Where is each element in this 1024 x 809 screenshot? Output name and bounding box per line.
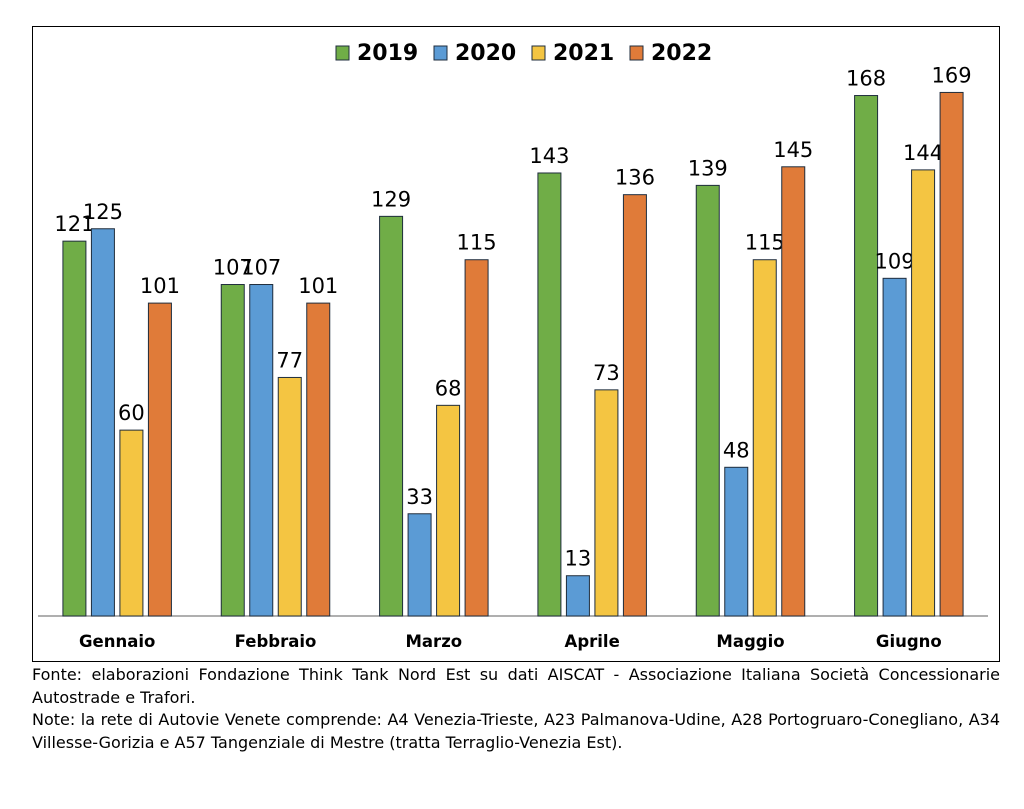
data-label-2019-marzo: 129 <box>371 187 411 211</box>
legend-label-2022: 2022 <box>651 41 712 66</box>
bar-2022-gennaio <box>147 302 172 617</box>
source-note: Fonte: elaborazioni Fondazione Think Tan… <box>32 665 1000 707</box>
bar-2019-aprile <box>537 172 562 617</box>
legend-label-2020: 2020 <box>455 41 516 66</box>
data-label-2021-gennaio: 60 <box>118 401 145 425</box>
bar-2019-gennaio <box>62 240 87 617</box>
network-note: Note: la rete di Autovie Venete comprend… <box>32 710 1000 752</box>
legend-swatch-2019 <box>335 45 350 61</box>
bar-2020-marzo <box>407 513 432 617</box>
bar-2022-maggio <box>781 166 806 617</box>
data-label-2020-aprile: 13 <box>565 547 592 571</box>
legend-label-2021: 2021 <box>553 41 614 66</box>
data-label-2020-maggio: 48 <box>723 438 750 462</box>
bar-2020-giugno <box>882 277 907 617</box>
data-label-2022-febbraio: 101 <box>298 274 338 298</box>
data-label-2021-febbraio: 77 <box>276 348 303 372</box>
data-label-2022-maggio: 145 <box>773 138 813 162</box>
bar-2021-febbraio <box>277 376 302 617</box>
data-label-2019-gennaio: 121 <box>54 212 94 236</box>
legend-swatch-2021 <box>531 45 546 61</box>
data-label-2022-gennaio: 101 <box>140 274 180 298</box>
chart-frame <box>32 26 1000 662</box>
data-label-2020-febbraio: 107 <box>241 256 281 280</box>
data-label-2020-giugno: 109 <box>875 249 915 273</box>
data-label-2019-maggio: 139 <box>688 156 728 180</box>
category-label-gennaio: Gennaio <box>79 632 155 651</box>
data-label-2020-marzo: 33 <box>406 485 433 509</box>
bar-2021-aprile <box>594 389 619 617</box>
bar-2021-giugno <box>911 169 936 617</box>
data-label-2021-maggio: 115 <box>745 231 785 255</box>
legend-label-2019: 2019 <box>357 41 418 66</box>
category-label-marzo: Marzo <box>406 632 463 651</box>
category-label-aprile: Aprile <box>565 632 620 651</box>
bar-2020-aprile <box>565 575 590 617</box>
data-label-2022-marzo: 115 <box>457 231 497 255</box>
bar-2022-marzo <box>464 259 489 617</box>
bar-2022-giugno <box>939 91 964 617</box>
category-label-maggio: Maggio <box>716 632 784 651</box>
data-label-2019-aprile: 143 <box>529 144 569 168</box>
data-label-2020-gennaio: 125 <box>83 200 123 224</box>
bar-2022-febbraio <box>306 302 331 617</box>
bar-2022-aprile <box>622 194 647 617</box>
data-label-2021-giugno: 144 <box>903 141 943 165</box>
category-label-febbraio: Febbraio <box>235 632 317 651</box>
data-label-2019-giugno: 168 <box>846 67 886 91</box>
bar-2020-maggio <box>724 466 749 617</box>
data-label-2022-aprile: 136 <box>615 166 655 190</box>
legend-swatch-2020 <box>433 45 448 61</box>
data-label-2022-giugno: 169 <box>932 63 972 87</box>
data-label-2021-aprile: 73 <box>593 361 620 385</box>
bar-2021-maggio <box>752 259 777 617</box>
bar-2021-marzo <box>436 404 461 617</box>
bar-2020-febbraio <box>249 284 274 617</box>
bar-2019-febbraio <box>220 284 245 617</box>
bar-2020-gennaio <box>90 228 115 617</box>
bar-2019-giugno <box>854 95 879 617</box>
bar-2019-marzo <box>379 215 404 617</box>
bar-2019-maggio <box>695 184 720 617</box>
chart-notes: Fonte: elaborazioni Fondazione Think Tan… <box>32 664 1000 754</box>
category-label-giugno: Giugno <box>876 632 942 651</box>
legend-swatch-2022 <box>629 45 644 61</box>
data-label-2019-febbraio: 107 <box>213 256 253 280</box>
bar-2021-gennaio <box>119 429 144 617</box>
data-label-2021-marzo: 68 <box>435 376 462 400</box>
